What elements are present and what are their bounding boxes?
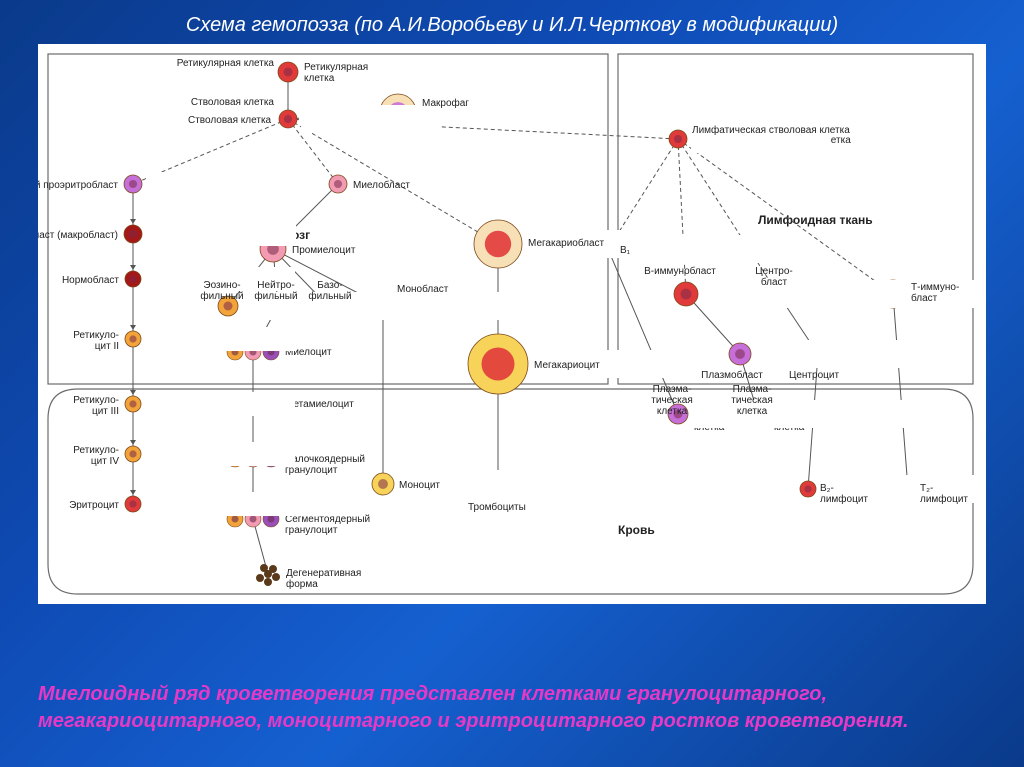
hematopoiesis-diagram: Костный мозгЛимфоидная тканьКровьРетикул…	[38, 44, 986, 604]
svg-text:фильный: фильный	[254, 290, 297, 302]
svg-text:Ретикулярная клетка: Ретикулярная клетка	[177, 58, 275, 69]
svg-text:фильный: фильный	[200, 290, 243, 302]
svg-text:тическая: тическая	[651, 395, 693, 406]
svg-text:Плазмобласт: Плазмобласт	[701, 369, 763, 381]
svg-text:Ретикуло-: Ретикуло-	[73, 445, 119, 456]
svg-text:B₂-: B₂-	[820, 483, 834, 494]
svg-text:Лимфоидная ткань: Лимфоидная ткань	[758, 213, 873, 227]
svg-text:Сегментоядерный: Сегментоядерный	[285, 514, 370, 525]
svg-text:бласт: бласт	[761, 276, 788, 288]
svg-text:Монобласт: Монобласт	[397, 283, 449, 295]
svg-text:Тромбоциты: Тромбоциты	[468, 501, 526, 513]
svg-text:Мегакариобласт: Мегакариобласт	[528, 237, 605, 249]
svg-text:Эритробласт (макробласт): Эритробласт (макробласт)	[38, 229, 118, 241]
svg-text:Эритроцит: Эритроцит	[69, 500, 119, 511]
svg-text:T₂-: T₂-	[920, 483, 933, 494]
svg-text:гранулоцит: гранулоцит	[285, 465, 338, 476]
svg-text:Ретикулярная: Ретикулярная	[304, 62, 368, 73]
svg-text:Нейтро-: Нейтро-	[257, 280, 294, 291]
svg-text:Нормобласт: Нормобласт	[62, 274, 119, 286]
svg-text:лимфоцит: лимфоцит	[820, 493, 868, 505]
diagram-svg: Костный мозгЛимфоидная тканьКровьРетикул…	[38, 44, 986, 604]
svg-text:фильный: фильный	[308, 290, 351, 302]
svg-text:Т-иммуно-: Т-иммуно-	[911, 282, 959, 293]
svg-text:Стволовая клетка: Стволовая клетка	[188, 115, 272, 126]
svg-text:Мегакариоцит: Мегакариоцит	[534, 360, 600, 371]
svg-text:Базо-: Базо-	[317, 280, 342, 291]
svg-text:клетка: клетка	[657, 406, 688, 417]
svg-text:Центроцит: Центроцит	[789, 370, 839, 381]
svg-text:клетка: клетка	[737, 406, 768, 417]
caption-text: Миелоидный ряд кроветворения представлен…	[38, 681, 986, 735]
svg-text:Ретикуло-: Ретикуло-	[73, 330, 119, 341]
svg-text:Ретикуло-: Ретикуло-	[73, 395, 119, 406]
svg-text:бласт: бласт	[911, 292, 938, 304]
svg-text:Лимфатическая стволовая клетка: Лимфатическая стволовая клетка	[692, 124, 850, 136]
svg-text:Макрофаг: Макрофаг	[422, 97, 469, 109]
svg-text:цит II: цит II	[95, 341, 119, 352]
svg-text:Центро-: Центро-	[755, 266, 793, 277]
svg-text:Плазма-: Плазма-	[733, 384, 772, 395]
slide: Схема гемопоэза (по А.И.Воробьеву и И.Л.…	[0, 0, 1024, 767]
cell-degen: Дегенеративнаяформа	[256, 564, 361, 590]
svg-text:Дегенеративная: Дегенеративная	[286, 568, 361, 579]
svg-text:Метамиелоцит: Метамиелоцит	[285, 399, 354, 410]
svg-text:Палочкоядерный: Палочкоядерный	[285, 454, 365, 465]
svg-text:Базофильный проэритробласт: Базофильный проэритробласт	[38, 179, 118, 191]
svg-text:Плазма-: Плазма-	[653, 384, 692, 395]
cell-myeloblast: Миелобласт	[329, 175, 410, 193]
svg-text:Кровь: Кровь	[618, 523, 655, 537]
svg-text:форма: форма	[286, 578, 318, 590]
slide-title: Схема гемопоэза (по А.И.Воробьеву и И.Л.…	[0, 14, 1024, 37]
svg-text:Моноцит: Моноцит	[399, 480, 440, 491]
svg-text:Миелобласт: Миелобласт	[353, 179, 410, 191]
svg-text:тическая: тическая	[731, 395, 773, 406]
svg-text:Промиелоцит: Промиелоцит	[292, 245, 356, 256]
svg-text:лимфоцит: лимфоцит	[920, 493, 968, 505]
svg-text:цит IV: цит IV	[91, 456, 119, 467]
svg-text:гранулоцит: гранулоцит	[285, 525, 338, 536]
svg-text:цит III: цит III	[92, 406, 119, 417]
svg-text:Эозино-: Эозино-	[203, 280, 240, 291]
svg-text:В-иммунобласт: В-иммунобласт	[644, 265, 716, 277]
svg-text:B₁: B₁	[620, 245, 631, 256]
svg-text:Стволовая клетка: Стволовая клетка	[191, 97, 275, 108]
svg-text:клетка: клетка	[304, 73, 335, 84]
